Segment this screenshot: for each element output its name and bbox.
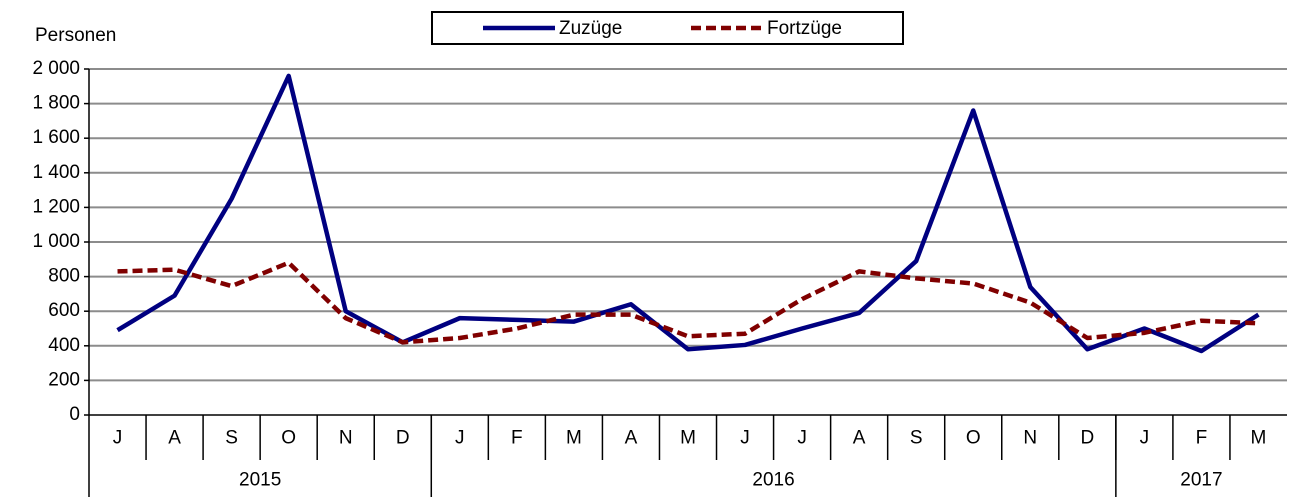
y-tick-label: 1 600 (32, 127, 80, 148)
y-tick-label: 1 400 (32, 162, 80, 183)
x-tick-label: O (281, 428, 296, 449)
y-tick-label: 0 (69, 404, 80, 425)
group-label: 2017 (1180, 470, 1222, 491)
x-tick-label: J (740, 428, 750, 449)
y-tick-label: 200 (48, 369, 80, 390)
group-label: 2015 (239, 470, 281, 491)
x-tick-label: O (966, 428, 981, 449)
x-tick-label: M (1251, 428, 1267, 449)
x-tick-label: A (168, 428, 181, 449)
legend-label: Fortzüge (767, 18, 842, 39)
x-tick-label: J (455, 428, 465, 449)
x-tick-label: S (910, 428, 923, 449)
series-line (117, 260, 1259, 345)
x-tick-label: S (225, 428, 238, 449)
y-tick-label: 800 (48, 266, 80, 287)
x-tick-label: N (339, 428, 353, 449)
y-tick-label: 1 800 (32, 93, 80, 114)
x-tick-label: J (113, 428, 123, 449)
x-tick-label: N (1023, 428, 1037, 449)
x-tick-label: D (396, 428, 410, 449)
x-tick-label: M (566, 428, 582, 449)
x-tick-label: J (1140, 428, 1150, 449)
y-tick-label: 600 (48, 300, 80, 321)
x-tick-label: D (1080, 428, 1094, 449)
y-tick-label: 1 200 (32, 196, 80, 217)
y-axis-label: Personen (35, 25, 116, 46)
legend-label: Zuzüge (559, 18, 622, 39)
x-tick-label: J (797, 428, 807, 449)
series-line (116, 73, 1260, 354)
y-tick-label: 1 000 (32, 231, 80, 252)
y-tick-label: 400 (48, 335, 80, 356)
x-tick-label: A (625, 428, 638, 449)
x-tick-label: M (680, 428, 696, 449)
y-tick-label: 2 000 (32, 58, 80, 79)
x-tick-label: F (1196, 428, 1208, 449)
x-tick-label: A (853, 428, 866, 449)
group-label: 2016 (752, 470, 794, 491)
x-tick-label: F (511, 428, 523, 449)
